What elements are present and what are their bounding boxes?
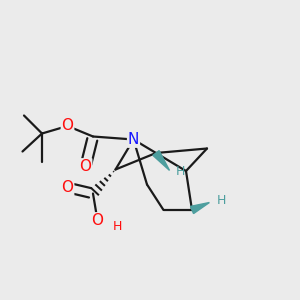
Text: O: O (92, 213, 104, 228)
Polygon shape (153, 151, 169, 170)
Text: H: H (217, 194, 226, 208)
Text: N: N (128, 132, 139, 147)
Text: O: O (80, 159, 92, 174)
Text: H: H (112, 220, 122, 233)
Text: H: H (176, 165, 185, 178)
Text: O: O (61, 118, 74, 134)
Polygon shape (190, 202, 209, 214)
Text: O: O (61, 180, 74, 195)
